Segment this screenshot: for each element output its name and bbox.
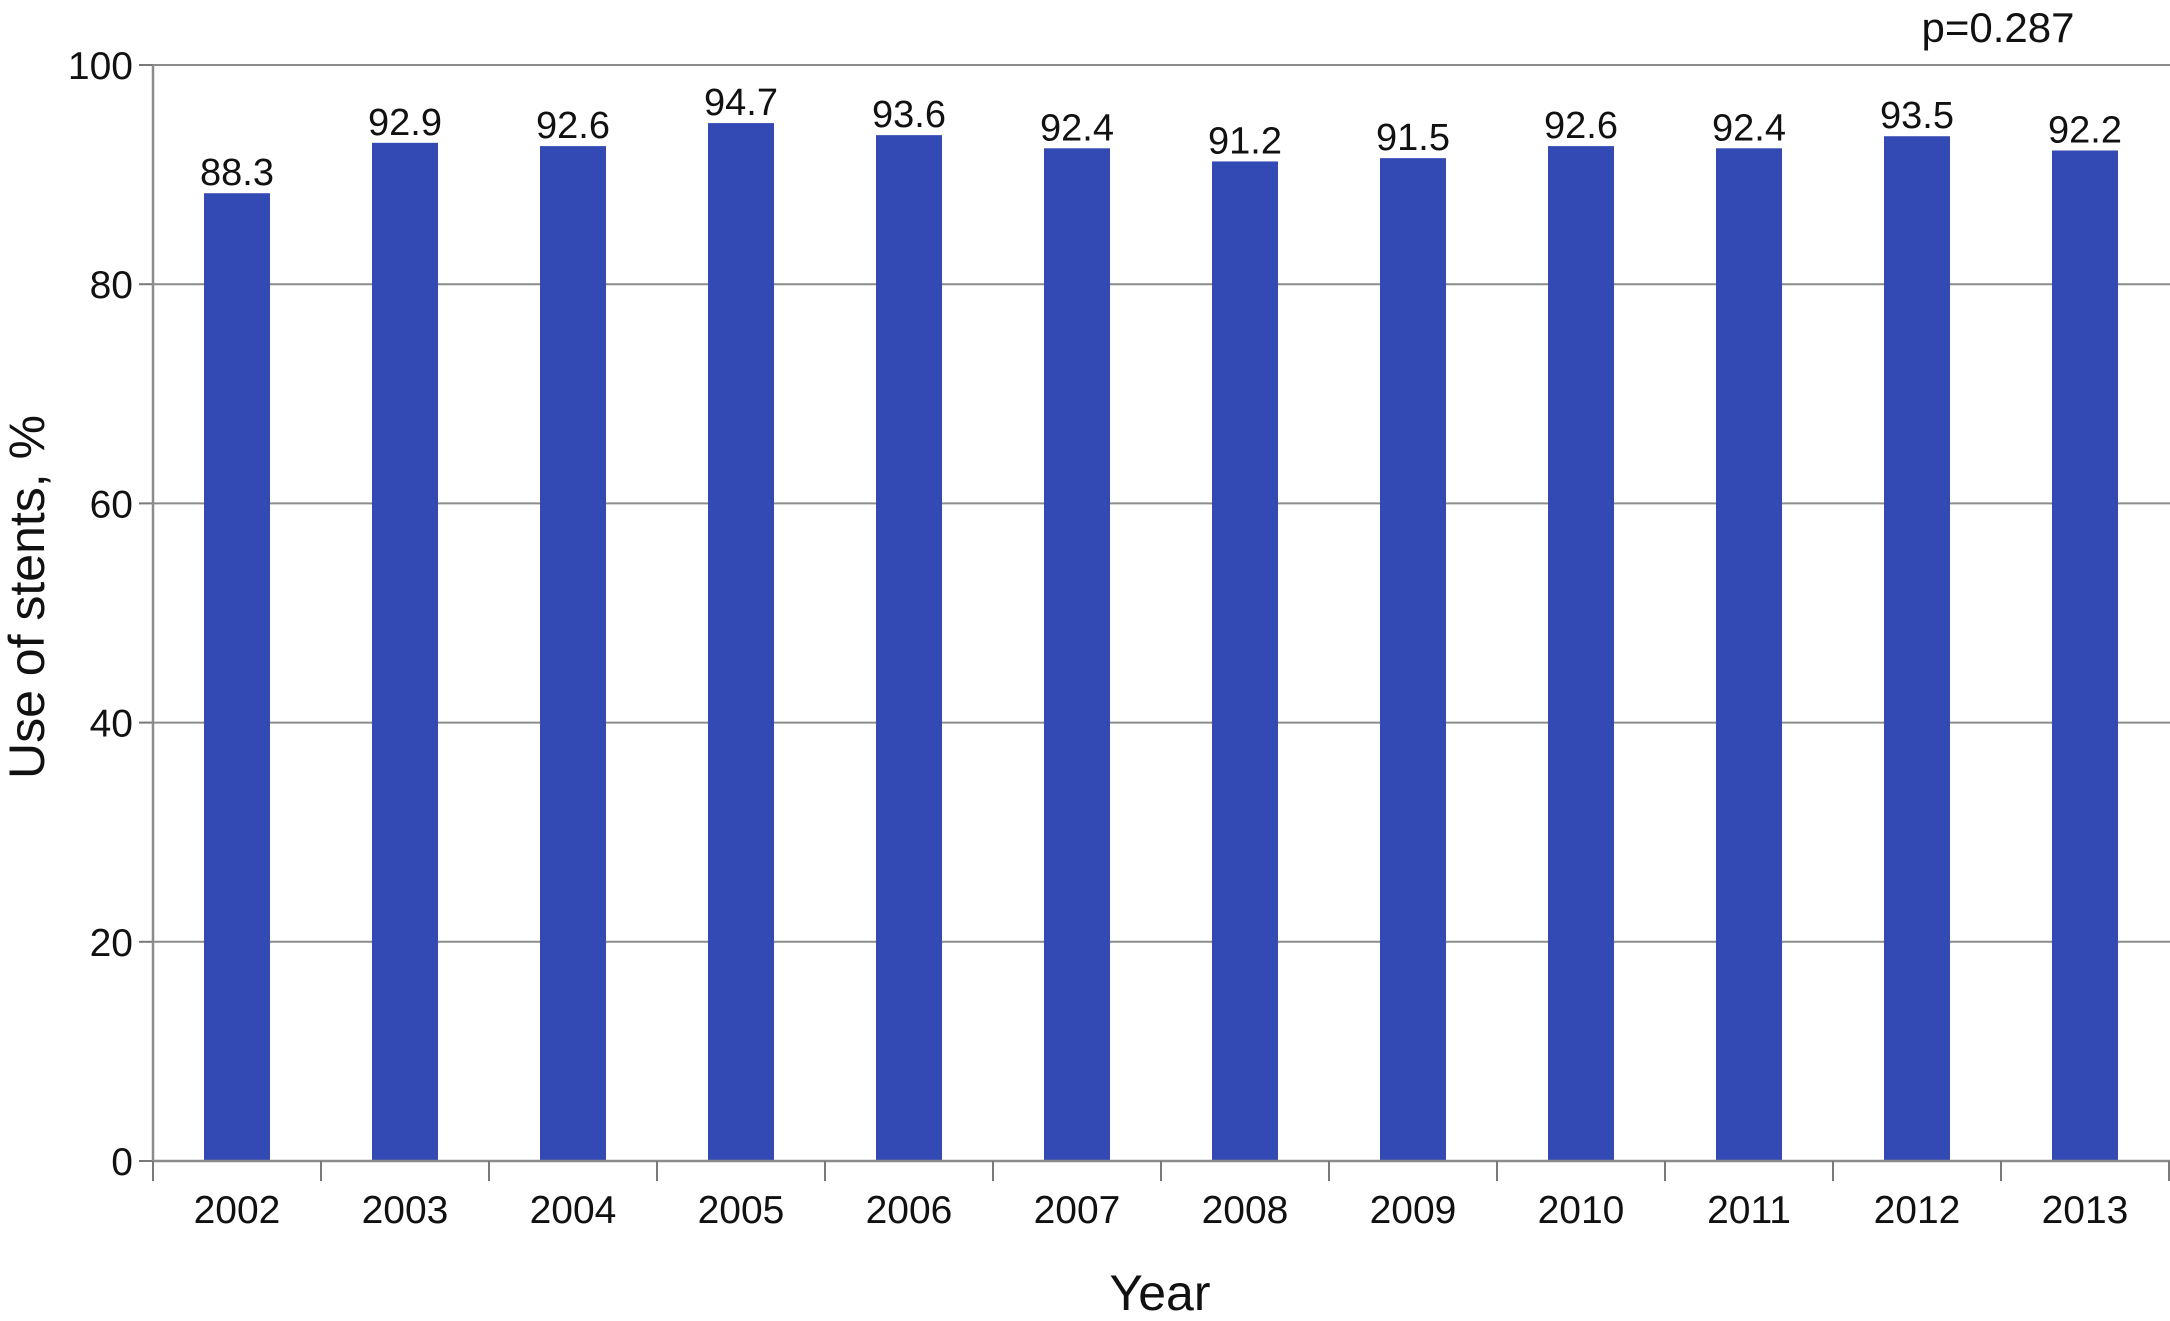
- data-label: 92.9: [368, 102, 442, 144]
- y-tick-label: 100: [68, 45, 133, 88]
- x-axis-title: Year: [1109, 1265, 1210, 1321]
- data-label: 92.6: [536, 105, 610, 147]
- data-labels: 88.3 92.9 92.6 94.7 93.6 92.4 91.2 91.5 92.6 92.4…: [200, 82, 2122, 194]
- bar-2006: [876, 135, 942, 1161]
- bar-2013: [2052, 150, 2118, 1161]
- y-axis-title: Use of stents, %: [0, 415, 55, 779]
- bar-2012: [1884, 136, 1950, 1162]
- y-tick-label: 80: [90, 264, 133, 307]
- bar-2003: [372, 142, 438, 1162]
- p-value-annotation: p=0.287: [1922, 4, 2075, 51]
- x-tick-label: 2005: [698, 1189, 785, 1232]
- y-tick-label: 0: [111, 1141, 133, 1184]
- data-label: 92.6: [1544, 105, 1618, 147]
- data-label: 92.4: [1040, 107, 1114, 149]
- y-tick-label: 40: [90, 703, 133, 746]
- x-tick-label: 2004: [530, 1189, 617, 1232]
- bar-2010: [1548, 146, 1614, 1161]
- x-tick-labels: 2002 2003 2004 2005 2006 2007 2008 2009 2010 2011…: [194, 1189, 2129, 1232]
- y-tick-label: 20: [90, 922, 133, 965]
- x-tick-label: 2008: [1202, 1189, 1289, 1232]
- bar-2007: [1044, 148, 1110, 1161]
- x-tick-label: 2009: [1370, 1189, 1457, 1232]
- data-label: 92.2: [2048, 109, 2122, 151]
- data-label: 94.7: [704, 82, 778, 124]
- bar-2008: [1212, 161, 1278, 1161]
- data-label: 92.4: [1712, 107, 1786, 149]
- bar-2002: [204, 193, 270, 1161]
- x-tick-label: 2003: [362, 1189, 449, 1232]
- bar-2011: [1716, 148, 1782, 1161]
- bar-2004: [540, 146, 606, 1161]
- x-tick-label: 2012: [1874, 1189, 1961, 1232]
- x-tick-label: 2006: [866, 1189, 953, 1232]
- y-tick-labels: 0 20 40 60 80 100: [68, 45, 133, 1184]
- y-tick-label: 60: [90, 483, 133, 526]
- axes: [139, 64, 2170, 1181]
- data-label: 91.5: [1376, 117, 1450, 159]
- x-tick-label: 2010: [1538, 1189, 1625, 1232]
- x-tick-label: 2007: [1034, 1189, 1121, 1232]
- x-tick-label: 2002: [194, 1189, 281, 1232]
- data-label: 93.5: [1880, 95, 1954, 137]
- x-tick-label: 2011: [1707, 1189, 1791, 1232]
- data-label: 91.2: [1208, 120, 1282, 162]
- gridlines: [153, 64, 2170, 943]
- x-tick-label: 2013: [2042, 1189, 2129, 1232]
- data-label: 88.3: [200, 152, 274, 194]
- bar-2009: [1380, 158, 1446, 1161]
- data-label: 93.6: [872, 94, 946, 136]
- bars: [204, 123, 2118, 1162]
- bar-2005: [708, 123, 774, 1161]
